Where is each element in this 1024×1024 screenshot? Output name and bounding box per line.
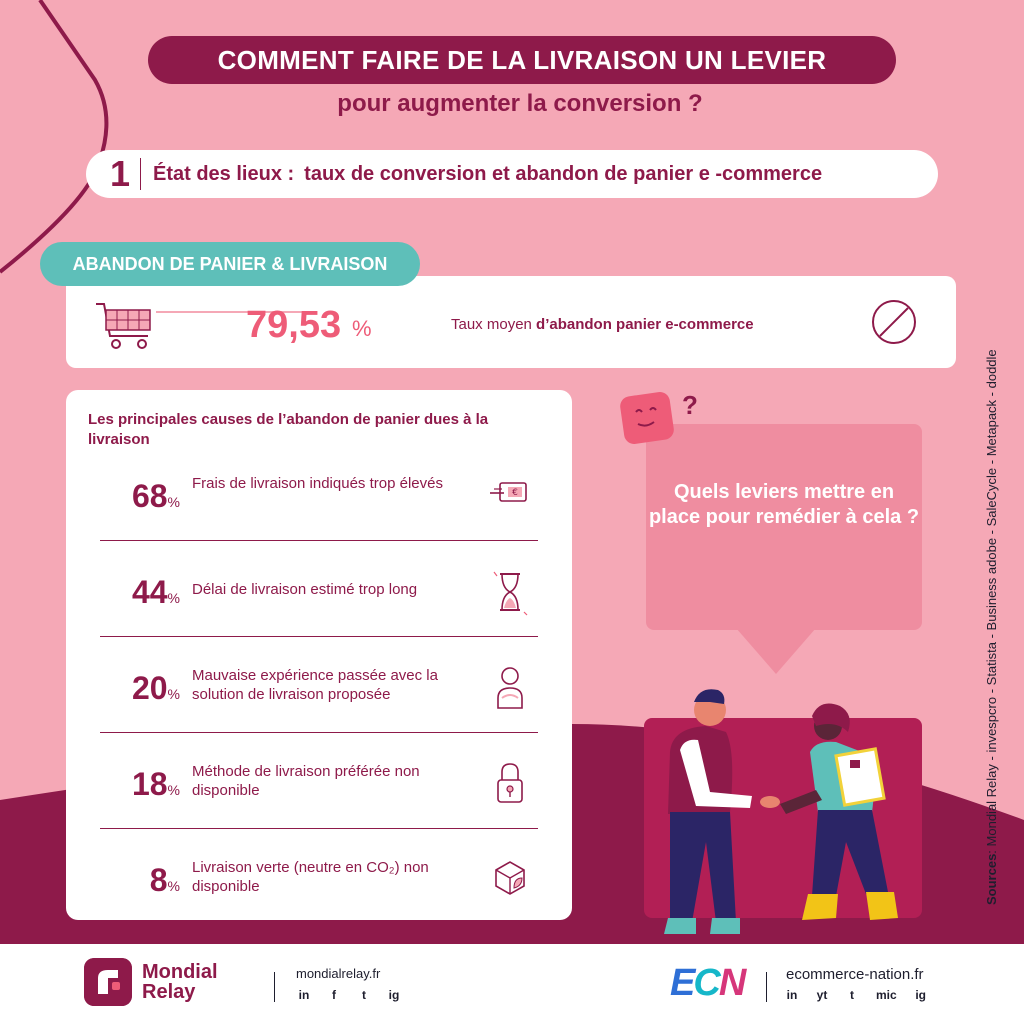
euro-bill-icon: € (490, 482, 527, 502)
bubble-text: Quels leviers mettre en place pour reméd… (648, 481, 920, 528)
causes-card: Les principales causes de l’abandon de p… (66, 390, 572, 920)
section-header: 1 État des lieux : taux de conversion et… (86, 150, 938, 198)
cause-unit: % (167, 782, 180, 798)
shopping-cart-icon (96, 303, 151, 349)
cause-label: Frais de livraison indiqués trop élevés (192, 475, 443, 492)
youtube-icon[interactable]: yt (816, 988, 828, 1002)
padlock-icon (497, 763, 523, 803)
cause-row: 44% Délai de livraison estimé trop long (66, 544, 572, 640)
twitter-icon[interactable]: t (362, 988, 366, 1002)
mondial-relay-logo-icon (84, 958, 132, 1006)
cause-label: Méthode de livraison préférée non dispon… (192, 763, 420, 799)
mondial-relay-name: Mondial Relay (142, 961, 218, 1003)
cause-row: 8% Livraison verte (neutre en CO₂) non d… (66, 832, 572, 928)
section-number: 1 (110, 153, 131, 194)
footer-divider (766, 972, 767, 1002)
page-title: COMMENT FAIRE DE LA LIVRAISON UN LEVIER (148, 36, 896, 84)
sources-label: Sources (984, 853, 999, 905)
cause-number: 18 (131, 766, 168, 802)
cause-unit: % (167, 494, 180, 510)
footer-divider (274, 972, 275, 1002)
linkedin-icon[interactable]: in (786, 988, 798, 1002)
podcast-icon[interactable]: mic (876, 988, 897, 1002)
cause-number: 8 (149, 862, 168, 898)
row-divider (100, 828, 538, 829)
cause-label: Mauvaise expérience passée avec la solut… (192, 667, 438, 703)
row-divider (100, 540, 538, 541)
section-text: taux de conversion et abandon de panier … (304, 162, 823, 185)
row-divider (100, 636, 538, 637)
twitter-icon[interactable]: t (850, 988, 854, 1002)
row-divider (100, 732, 538, 733)
hourglass-icon (493, 571, 528, 616)
cause-value: 8% (100, 862, 180, 899)
cause-number: 44 (131, 574, 168, 610)
abandon-stat-card: 79,53 % Taux moyen d’abandon panier e-co… (66, 276, 956, 368)
cause-unit: % (167, 590, 180, 606)
page-subtitle: pour augmenter la conversion ? (337, 90, 703, 117)
cause-label: Délai de livraison estimé trop long (192, 581, 418, 598)
cause-unit: % (167, 686, 180, 702)
sources-text: Sources: Mondial Relay - invespcro - Sta… (984, 205, 999, 905)
cause-row: 20% Mauvaise expérience passée avec la s… (66, 640, 572, 736)
robot-question-mark: ? (682, 390, 698, 420)
section-heading: État des lieux : (153, 162, 295, 185)
abandon-rate-value: 79,53 (246, 304, 342, 346)
cause-row: 18% Méthode de livraison préférée non di… (66, 736, 572, 832)
cause-label: Livraison verte (neutre en CO₂) non disp… (192, 859, 429, 895)
cause-value: 18% (100, 766, 180, 803)
section-divider (140, 158, 141, 190)
question-robot-icon: ? (620, 390, 698, 444)
instagram-icon[interactable]: ig (915, 988, 927, 1002)
mondial-relay-site-link[interactable]: mondialrelay.fr (296, 966, 381, 981)
abandon-label-bold: d’abandon panier e-commerce (536, 316, 754, 333)
cause-number: 68 (131, 478, 168, 514)
cause-row: 68% Frais de livraison indiqués trop éle… (66, 448, 572, 544)
causes-title: Les principales causes de l’abandon de p… (88, 411, 489, 448)
mondial-relay-socials: in f t ig (298, 988, 400, 1002)
cause-value: 44% (100, 574, 180, 611)
ecn-site-link[interactable]: ecommerce-nation.fr (786, 966, 924, 983)
sources-list: : Mondial Relay - invespcro - Statista -… (984, 349, 999, 854)
cause-unit: % (167, 878, 180, 894)
linkedin-icon[interactable]: in (298, 988, 310, 1002)
cause-value: 68% (100, 478, 180, 515)
bubble-tail (736, 628, 816, 674)
ecn-socials: in yt t mic ig (786, 988, 927, 1002)
abandon-rate-label: Taux moyen d’abandon panier e-commerce (451, 316, 754, 333)
ban-icon (872, 300, 916, 344)
cause-number: 20 (131, 670, 168, 706)
footer: Mondial Relay mondialrelay.fr in f t ig … (0, 944, 1024, 1024)
user-icon (497, 667, 523, 709)
stat-connector-line (156, 311, 306, 313)
question-bubble: Quels leviers mettre en place pour reméd… (646, 424, 922, 630)
eco-box-icon (495, 861, 525, 895)
ecn-logo: ECN (670, 962, 746, 1004)
cause-value: 20% (100, 670, 180, 707)
facebook-icon[interactable]: f (332, 988, 336, 1002)
abandon-badge: ABANDON DE PANIER & LIVRAISON (40, 242, 420, 286)
svg-text:€: € (512, 488, 518, 498)
handshake-illustration (664, 689, 898, 934)
instagram-icon[interactable]: ig (388, 988, 400, 1002)
abandon-label-prefix: Taux moyen (451, 316, 537, 333)
abandon-rate-unit: % (352, 316, 372, 341)
